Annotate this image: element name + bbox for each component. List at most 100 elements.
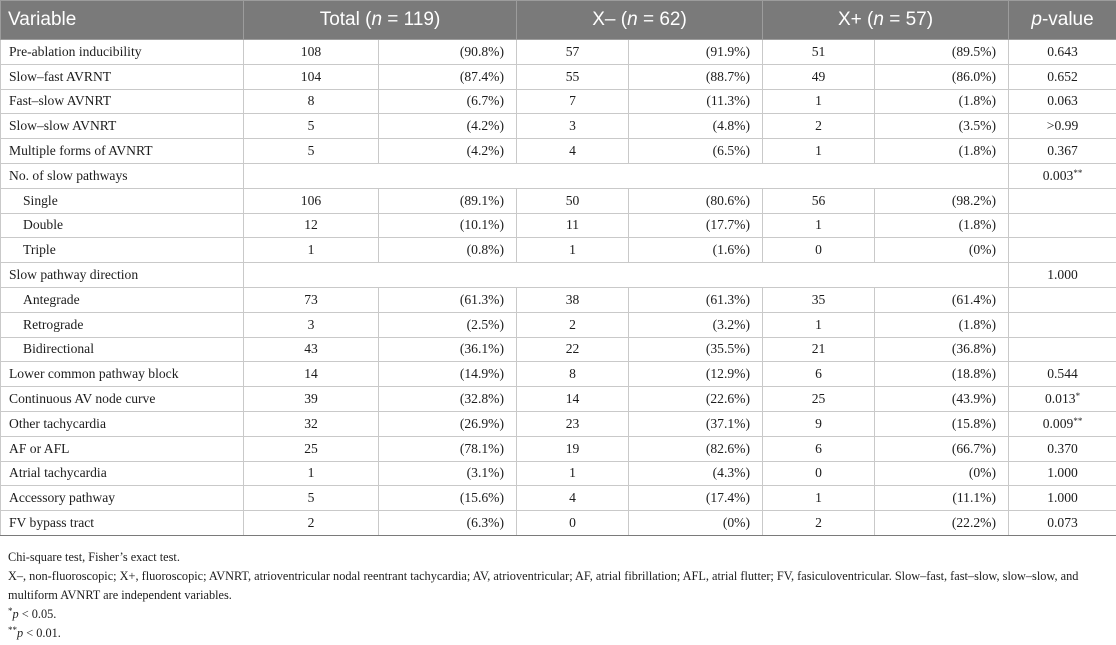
table-row: Antegrade 73 (61.3%) 38 (61.3%) 35 (61.4%) xyxy=(0,286,1116,313)
x-plus-count-cell: 51 xyxy=(762,39,876,65)
footnote-abbreviations: X–, non-fluoroscopic; X+, fluoroscopic; … xyxy=(8,568,1079,602)
x-plus-percent-cell: (98.2%) xyxy=(874,187,1010,214)
variable-cell: Slow–slow AVNRT xyxy=(0,113,244,140)
p-value-cell xyxy=(1008,237,1116,264)
total-percent-cell: (36.1%) xyxy=(377,336,518,363)
significance-marker: * xyxy=(1075,391,1081,402)
total-count-cell: 73 xyxy=(243,286,379,313)
x-plus-percent-cell: (1.8%) xyxy=(874,138,1010,164)
total-count-cell: 14 xyxy=(243,361,379,388)
total-percent-cell: (2.5%) xyxy=(377,311,518,338)
x-minus-count-cell: 8 xyxy=(516,361,630,388)
table-row: Bidirectional 43 (36.1%) 22 (35.5%) 21 (36.8%) xyxy=(0,336,1116,363)
p-value-cell: 0.073 xyxy=(1008,510,1116,536)
total-count-cell: 3 xyxy=(243,311,379,338)
p-value-text: 0.652 xyxy=(1047,68,1078,84)
p-value-cell xyxy=(1008,336,1116,363)
p-value-cell: 1.000 xyxy=(1008,262,1116,288)
table-row: Accessory pathway 5 (15.6%) 4 (17.4%) 1 (11.1%… xyxy=(0,485,1116,512)
variable-cell: AF or AFL xyxy=(0,435,244,462)
table-group-row: No. of slow pathways 0.003** xyxy=(0,162,1116,189)
variable-cell: Accessory pathway xyxy=(0,485,244,512)
table-row: AF or AFL 25 (78.1%) 19 (82.6%) 6 (66.7%) 0.370 xyxy=(0,435,1116,462)
table-row: Atrial tachycardia 1 (3.1%) 1 (4.3%) 0 (0%) 1.0… xyxy=(0,460,1116,487)
header-total: Total (n = 119) xyxy=(242,0,518,40)
p-value-text: 1.000 xyxy=(1047,267,1078,283)
x-minus-percent-cell: (88.7%) xyxy=(628,63,764,90)
x-minus-percent-cell: (80.6%) xyxy=(628,187,764,214)
x-plus-percent-cell: (3.5%) xyxy=(874,113,1010,140)
total-count-cell: 12 xyxy=(243,212,379,239)
total-count-cell: 1 xyxy=(243,237,379,264)
p-value-cell: 0.063 xyxy=(1008,88,1116,115)
x-plus-percent-cell: (1.8%) xyxy=(874,88,1010,115)
p-value-cell: 1.000 xyxy=(1008,485,1116,512)
table-header: Variable Total (n = 119) X– (n = 62) X+ … xyxy=(0,0,1116,40)
table-row: Fast–slow AVNRT 8 (6.7%) 7 (11.3%) 1 (1.8%) 0.0… xyxy=(0,88,1116,115)
x-minus-percent-cell: (12.9%) xyxy=(628,361,764,388)
x-minus-percent-cell: (61.3%) xyxy=(628,286,764,313)
p-value-text: 0.013 xyxy=(1044,391,1076,407)
x-plus-percent-cell: (86.0%) xyxy=(874,63,1010,90)
p-value-cell: 0.013* xyxy=(1008,386,1116,412)
x-minus-count-cell: 57 xyxy=(516,39,630,65)
x-plus-percent-cell: (1.8%) xyxy=(874,212,1010,239)
x-plus-count-cell: 2 xyxy=(762,510,876,536)
p-value-cell xyxy=(1008,286,1116,313)
x-plus-percent-cell: (61.4%) xyxy=(874,286,1010,313)
variable-cell: Pre-ablation inducibility xyxy=(0,39,244,65)
p-value-text: 0.367 xyxy=(1047,143,1078,159)
total-count-cell: 43 xyxy=(243,336,379,363)
x-plus-count-cell: 21 xyxy=(762,336,876,363)
table-row: Single 106 (89.1%) 50 (80.6%) 56 (98.2%) xyxy=(0,187,1116,214)
p-value-cell xyxy=(1008,212,1116,239)
x-plus-count-cell: 0 xyxy=(762,237,876,264)
total-count-cell: 5 xyxy=(243,138,379,164)
x-plus-count-cell: 1 xyxy=(762,138,876,164)
variable-cell: Continuous AV node curve xyxy=(0,386,244,412)
p-value-text: 0.073 xyxy=(1047,515,1078,531)
table-row: Double 12 (10.1%) 11 (17.7%) 1 (1.8%) xyxy=(0,212,1116,239)
x-minus-percent-cell: (11.3%) xyxy=(628,88,764,115)
x-minus-count-cell: 19 xyxy=(516,435,630,462)
table-row: Lower common pathway block 14 (14.9%) 8 (12.… xyxy=(0,361,1116,388)
x-minus-count-cell: 14 xyxy=(516,386,630,412)
p-value-cell: 0.544 xyxy=(1008,361,1116,388)
x-minus-percent-cell: (1.6%) xyxy=(628,237,764,264)
total-percent-cell: (90.8%) xyxy=(377,39,518,65)
x-plus-count-cell: 35 xyxy=(762,286,876,313)
x-plus-percent-cell: (22.2%) xyxy=(874,510,1010,536)
variable-cell: Double xyxy=(0,212,244,239)
x-plus-percent-cell: (36.8%) xyxy=(874,336,1010,363)
variable-cell: Other tachycardia xyxy=(0,410,244,437)
x-minus-count-cell: 7 xyxy=(516,88,630,115)
p-value-text: 0.643 xyxy=(1047,43,1078,59)
x-plus-percent-cell: (15.8%) xyxy=(874,410,1010,437)
table-row: Slow–fast AVRNT 104 (87.4%) 55 (88.7%) 49 (86.… xyxy=(0,63,1116,90)
significance-marker: ** xyxy=(1073,167,1083,178)
p-value-cell: 0.009** xyxy=(1008,410,1116,437)
total-percent-cell: (6.7%) xyxy=(377,88,518,115)
variable-cell: Fast–slow AVNRT xyxy=(0,88,244,115)
total-count-cell: 5 xyxy=(243,113,379,140)
table-footnotes: Chi-square test, Fisher’s exact test. X–… xyxy=(0,536,1116,643)
x-minus-count-cell: 50 xyxy=(516,187,630,214)
variable-cell: Bidirectional xyxy=(0,336,244,363)
total-count-cell: 25 xyxy=(243,435,379,462)
variable-cell: Atrial tachycardia xyxy=(0,460,244,487)
total-percent-cell: (89.1%) xyxy=(377,187,518,214)
footnote-significance-05: *p < 0.05. xyxy=(8,605,57,621)
x-minus-count-cell: 55 xyxy=(516,63,630,90)
total-count-cell: 1 xyxy=(243,460,379,487)
x-plus-count-cell: 1 xyxy=(762,311,876,338)
x-minus-count-cell: 2 xyxy=(516,311,630,338)
x-minus-percent-cell: (91.9%) xyxy=(628,39,764,65)
total-count-cell: 39 xyxy=(243,386,379,412)
x-minus-count-cell: 38 xyxy=(516,286,630,313)
x-minus-percent-cell: (22.6%) xyxy=(628,386,764,412)
total-percent-cell: (3.1%) xyxy=(377,460,518,487)
x-minus-count-cell: 0 xyxy=(516,510,630,536)
x-plus-count-cell: 25 xyxy=(762,386,876,412)
p-value-text: >0.99 xyxy=(1046,118,1079,134)
